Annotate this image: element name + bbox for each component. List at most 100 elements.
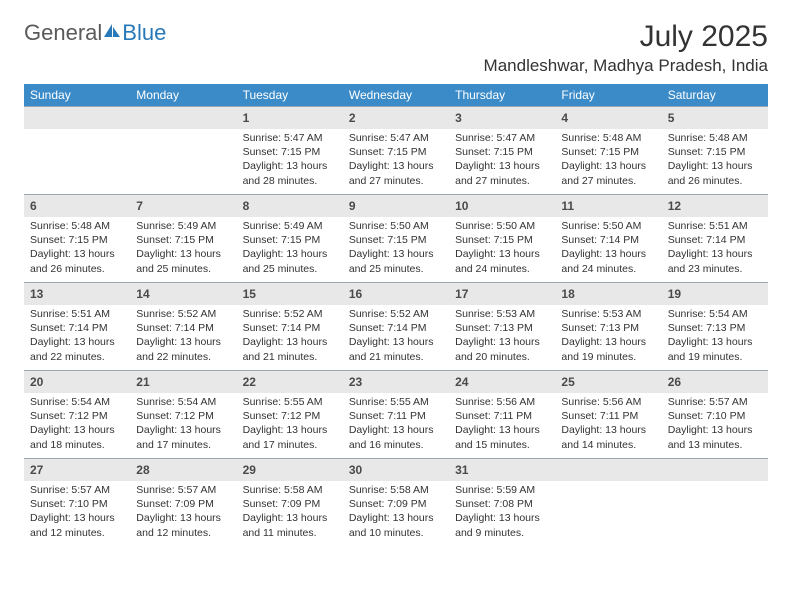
calendar-day-cell: 15Sunrise: 5:52 AMSunset: 7:14 PMDayligh… — [237, 282, 343, 370]
calendar-day-cell: 18Sunrise: 5:53 AMSunset: 7:13 PMDayligh… — [555, 282, 661, 370]
calendar-day-cell: 17Sunrise: 5:53 AMSunset: 7:13 PMDayligh… — [449, 282, 555, 370]
day-number: 29 — [243, 463, 256, 477]
day-number: 21 — [136, 375, 149, 389]
calendar-day-cell: 30Sunrise: 5:58 AMSunset: 7:09 PMDayligh… — [343, 458, 449, 546]
calendar-row: 20 Sunrise: 5:54 AMSunset: 7:12 PMDayligh… — [24, 370, 768, 458]
day-number-bar: 13 — [24, 282, 130, 305]
calendar-day-cell: 3Sunrise: 5:47 AMSunset: 7:15 PMDaylight… — [449, 106, 555, 194]
calendar-day-cell: 14Sunrise: 5:52 AMSunset: 7:14 PMDayligh… — [130, 282, 236, 370]
day-number — [561, 463, 564, 477]
weekday-header: Sunday — [24, 84, 130, 106]
calendar-day-cell: 20 Sunrise: 5:54 AMSunset: 7:12 PMDayligh… — [24, 370, 130, 458]
day-details: Sunrise: 5:51 AMSunset: 7:14 PMDaylight:… — [662, 217, 768, 280]
day-number-bar: 7 — [130, 194, 236, 217]
logo-text-general: General — [24, 20, 102, 46]
calendar-day-cell: 11Sunrise: 5:50 AMSunset: 7:14 PMDayligh… — [555, 194, 661, 282]
calendar-body: 1Sunrise: 5:47 AMSunset: 7:15 PMDaylight… — [24, 106, 768, 546]
weekday-header: Monday — [130, 84, 236, 106]
logo: General Blue — [24, 20, 166, 46]
day-number-bar: 18 — [555, 282, 661, 305]
day-details: Sunrise: 5:57 AMSunset: 7:09 PMDaylight:… — [130, 481, 236, 544]
day-number-bar — [24, 106, 130, 129]
calendar-day-cell: 22 Sunrise: 5:55 AMSunset: 7:12 PMDayligh… — [237, 370, 343, 458]
day-details: Sunrise: 5:54 AMSunset: 7:13 PMDaylight:… — [662, 305, 768, 368]
calendar-day-cell: 6 Sunrise: 5:48 AMSunset: 7:15 PMDaylight… — [24, 194, 130, 282]
day-details: Sunrise: 5:57 AMSunset: 7:10 PMDaylight:… — [24, 481, 130, 544]
day-details: Sunrise: 5:59 AMSunset: 7:08 PMDaylight:… — [449, 481, 555, 544]
header: General Blue July 2025 Mandleshwar, Madh… — [24, 20, 768, 76]
day-number: 22 — [243, 375, 256, 389]
day-details: Sunrise: 5:48 AMSunset: 7:15 PMDaylight:… — [24, 217, 130, 280]
calendar-day-cell: 16 Sunrise: 5:52 AMSunset: 7:14 PMDayligh… — [343, 282, 449, 370]
month-title: July 2025 — [484, 20, 768, 54]
day-number: 10 — [455, 199, 468, 213]
calendar-empty-cell — [130, 106, 236, 194]
calendar-day-cell: 29 Sunrise: 5:58 AMSunset: 7:09 PMDayligh… — [237, 458, 343, 546]
day-number: 31 — [455, 463, 468, 477]
day-number-bar: 29 — [237, 458, 343, 481]
day-number: 16 — [349, 287, 362, 301]
day-details: Sunrise: 5:49 AMSunset: 7:15 PMDaylight:… — [237, 217, 343, 280]
day-number-bar: 20 — [24, 370, 130, 393]
day-number-bar: 22 — [237, 370, 343, 393]
day-number-bar: 2 — [343, 106, 449, 129]
day-number: 24 — [455, 375, 468, 389]
day-details: Sunrise: 5:48 AMSunset: 7:15 PMDaylight:… — [555, 129, 661, 192]
day-number-bar — [662, 458, 768, 481]
day-number-bar: 10 — [449, 194, 555, 217]
day-details: Sunrise: 5:51 AMSunset: 7:14 PMDaylight:… — [24, 305, 130, 368]
day-number-bar: 11 — [555, 194, 661, 217]
day-details: Sunrise: 5:57 AMSunset: 7:10 PMDaylight:… — [662, 393, 768, 456]
day-details: Sunrise: 5:47 AMSunset: 7:15 PMDaylight:… — [449, 129, 555, 192]
day-details: Sunrise: 5:56 AMSunset: 7:11 PMDaylight:… — [555, 393, 661, 456]
day-number-bar: 12 — [662, 194, 768, 217]
day-number: 26 — [668, 375, 681, 389]
logo-sail-icon — [102, 22, 122, 45]
calendar-day-cell: 7Sunrise: 5:49 AMSunset: 7:15 PMDaylight… — [130, 194, 236, 282]
day-details: Sunrise: 5:52 AMSunset: 7:14 PMDaylight:… — [343, 305, 449, 368]
calendar-day-cell: 19Sunrise: 5:54 AMSunset: 7:13 PMDayligh… — [662, 282, 768, 370]
calendar-empty-cell — [555, 458, 661, 546]
day-number-bar: 21 — [130, 370, 236, 393]
day-number-bar — [555, 458, 661, 481]
calendar-day-cell: 4Sunrise: 5:48 AMSunset: 7:15 PMDaylight… — [555, 106, 661, 194]
day-number-bar: 31 — [449, 458, 555, 481]
day-details: Sunrise: 5:50 AMSunset: 7:15 PMDaylight:… — [343, 217, 449, 280]
day-number-bar: 27 — [24, 458, 130, 481]
calendar-row: 27Sunrise: 5:57 AMSunset: 7:10 PMDayligh… — [24, 458, 768, 546]
day-number-bar: 17 — [449, 282, 555, 305]
day-number: 9 — [349, 199, 356, 213]
calendar-day-cell: 31 Sunrise: 5:59 AMSunset: 7:08 PMDayligh… — [449, 458, 555, 546]
day-number-bar: 5 — [662, 106, 768, 129]
day-details: Sunrise: 5:50 AMSunset: 7:15 PMDaylight:… — [449, 217, 555, 280]
calendar-day-cell: 12Sunrise: 5:51 AMSunset: 7:14 PMDayligh… — [662, 194, 768, 282]
day-number: 28 — [136, 463, 149, 477]
day-details: Sunrise: 5:58 AMSunset: 7:09 PMDaylight:… — [237, 481, 343, 544]
day-number-bar: 6 — [24, 194, 130, 217]
day-number: 20 — [30, 375, 43, 389]
day-number: 6 — [30, 199, 37, 213]
day-details: Sunrise: 5:47 AMSunset: 7:15 PMDaylight:… — [343, 129, 449, 192]
day-details: Sunrise: 5:54 AMSunset: 7:12 PMDaylight:… — [24, 393, 130, 456]
weekday-header: Wednesday — [343, 84, 449, 106]
day-number-bar: 3 — [449, 106, 555, 129]
calendar-empty-cell — [662, 458, 768, 546]
day-number — [668, 463, 671, 477]
day-number-bar: 1 — [237, 106, 343, 129]
day-details: Sunrise: 5:50 AMSunset: 7:14 PMDaylight:… — [555, 217, 661, 280]
day-details: Sunrise: 5:55 AMSunset: 7:12 PMDaylight:… — [237, 393, 343, 456]
weekday-header-row: SundayMondayTuesdayWednesdayThursdayFrid… — [24, 84, 768, 106]
calendar-table: SundayMondayTuesdayWednesdayThursdayFrid… — [24, 84, 768, 546]
day-number-bar: 15 — [237, 282, 343, 305]
day-number — [136, 111, 139, 125]
calendar-day-cell: 1Sunrise: 5:47 AMSunset: 7:15 PMDaylight… — [237, 106, 343, 194]
calendar-day-cell: 27Sunrise: 5:57 AMSunset: 7:10 PMDayligh… — [24, 458, 130, 546]
calendar-row: 13 Sunrise: 5:51 AMSunset: 7:14 PMDayligh… — [24, 282, 768, 370]
calendar-row: 6 Sunrise: 5:48 AMSunset: 7:15 PMDaylight… — [24, 194, 768, 282]
calendar-day-cell: 28 Sunrise: 5:57 AMSunset: 7:09 PMDayligh… — [130, 458, 236, 546]
day-number: 13 — [30, 287, 43, 301]
day-number-bar: 16 — [343, 282, 449, 305]
day-number: 30 — [349, 463, 362, 477]
calendar-day-cell: 25Sunrise: 5:56 AMSunset: 7:11 PMDayligh… — [555, 370, 661, 458]
day-number: 17 — [455, 287, 468, 301]
